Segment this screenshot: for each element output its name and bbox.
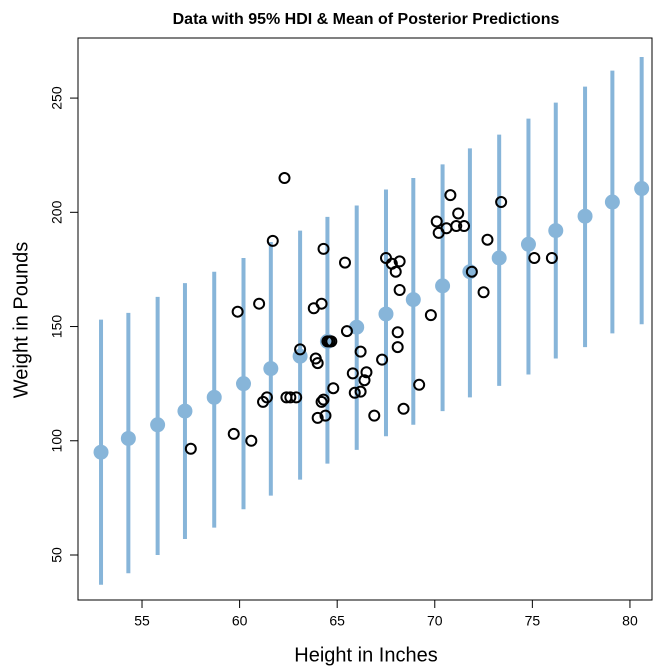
posterior-mean: [93, 444, 109, 460]
data-point: [444, 189, 457, 202]
data-point: [424, 309, 437, 322]
data-point: [465, 265, 478, 278]
posterior-mean: [206, 389, 222, 405]
posterior-mean: [378, 306, 394, 322]
data-point: [311, 411, 324, 424]
posterior-mean: [634, 181, 650, 197]
x-tick-label: 80: [622, 613, 638, 629]
data-point: [315, 297, 328, 310]
chart-title: Data with 95% HDI & Mean of Posterior Pr…: [173, 11, 560, 28]
data-point: [354, 345, 367, 358]
data-point: [278, 172, 291, 185]
posterior-mean: [177, 403, 193, 419]
data-point: [294, 343, 307, 356]
posterior-mean: [435, 278, 451, 294]
data-point: [266, 234, 279, 247]
posterior-mean: [349, 319, 365, 335]
data-point: [284, 391, 297, 404]
data-point: [346, 367, 359, 380]
y-tick-label: 50: [49, 547, 65, 563]
data-point: [481, 233, 494, 246]
data-point: [393, 283, 406, 296]
data-point: [231, 305, 244, 318]
data-point: [545, 252, 558, 265]
data-point: [458, 220, 471, 233]
data-point: [391, 341, 404, 354]
posterior-mean: [236, 376, 252, 392]
x-tick-label: 65: [329, 613, 345, 629]
posterior-mean: [150, 417, 166, 433]
posterior-mean: [491, 250, 507, 266]
x-tick-label: 60: [232, 613, 248, 629]
data-point: [391, 326, 404, 339]
posterior-mean: [405, 292, 421, 308]
data-point: [253, 297, 266, 310]
data-point: [452, 207, 465, 220]
data-point: [430, 215, 443, 228]
data-point: [327, 382, 340, 395]
data-point: [319, 409, 332, 422]
posterior-mean: [577, 208, 593, 224]
posterior-mean: [548, 223, 564, 239]
x-tick-label: 70: [427, 613, 443, 629]
data-point: [317, 393, 330, 406]
data-point: [260, 391, 273, 404]
x-tick-label: 75: [525, 613, 541, 629]
data-point: [393, 255, 406, 268]
data-point: [338, 256, 351, 269]
y-tick-label: 200: [49, 200, 65, 224]
posterior-mean: [604, 194, 620, 210]
data-point: [376, 353, 389, 366]
data-point: [413, 378, 426, 391]
x-tick-label: 55: [134, 613, 150, 629]
data-point: [354, 385, 367, 398]
data-point: [528, 252, 541, 265]
data-point: [340, 325, 353, 338]
y-tick-label: 250: [49, 86, 65, 110]
data-point: [360, 366, 373, 379]
y-axis-label: Weight in Pounds: [10, 242, 32, 398]
y-tick-label: 100: [49, 429, 65, 453]
data-point: [325, 335, 338, 348]
data-point: [389, 265, 402, 278]
data-point: [290, 391, 303, 404]
y-tick-label: 150: [49, 315, 65, 339]
data-point: [450, 220, 463, 233]
data-point: [477, 286, 490, 299]
x-axis-label: Height in Inches: [294, 644, 437, 666]
data-point: [245, 434, 258, 447]
data-point: [495, 196, 508, 209]
data-point: [348, 386, 361, 399]
data-point: [368, 409, 381, 422]
data-point: [227, 427, 240, 440]
data-point: [397, 402, 410, 415]
data-point: [184, 442, 197, 455]
data-point: [311, 357, 324, 370]
posterior-mean: [263, 361, 279, 377]
data-point: [315, 395, 328, 408]
plot-frame: [77, 37, 653, 601]
posterior-mean: [520, 236, 536, 252]
data-point: [317, 242, 330, 255]
data-point: [358, 374, 371, 387]
posterior-mean: [120, 430, 136, 446]
